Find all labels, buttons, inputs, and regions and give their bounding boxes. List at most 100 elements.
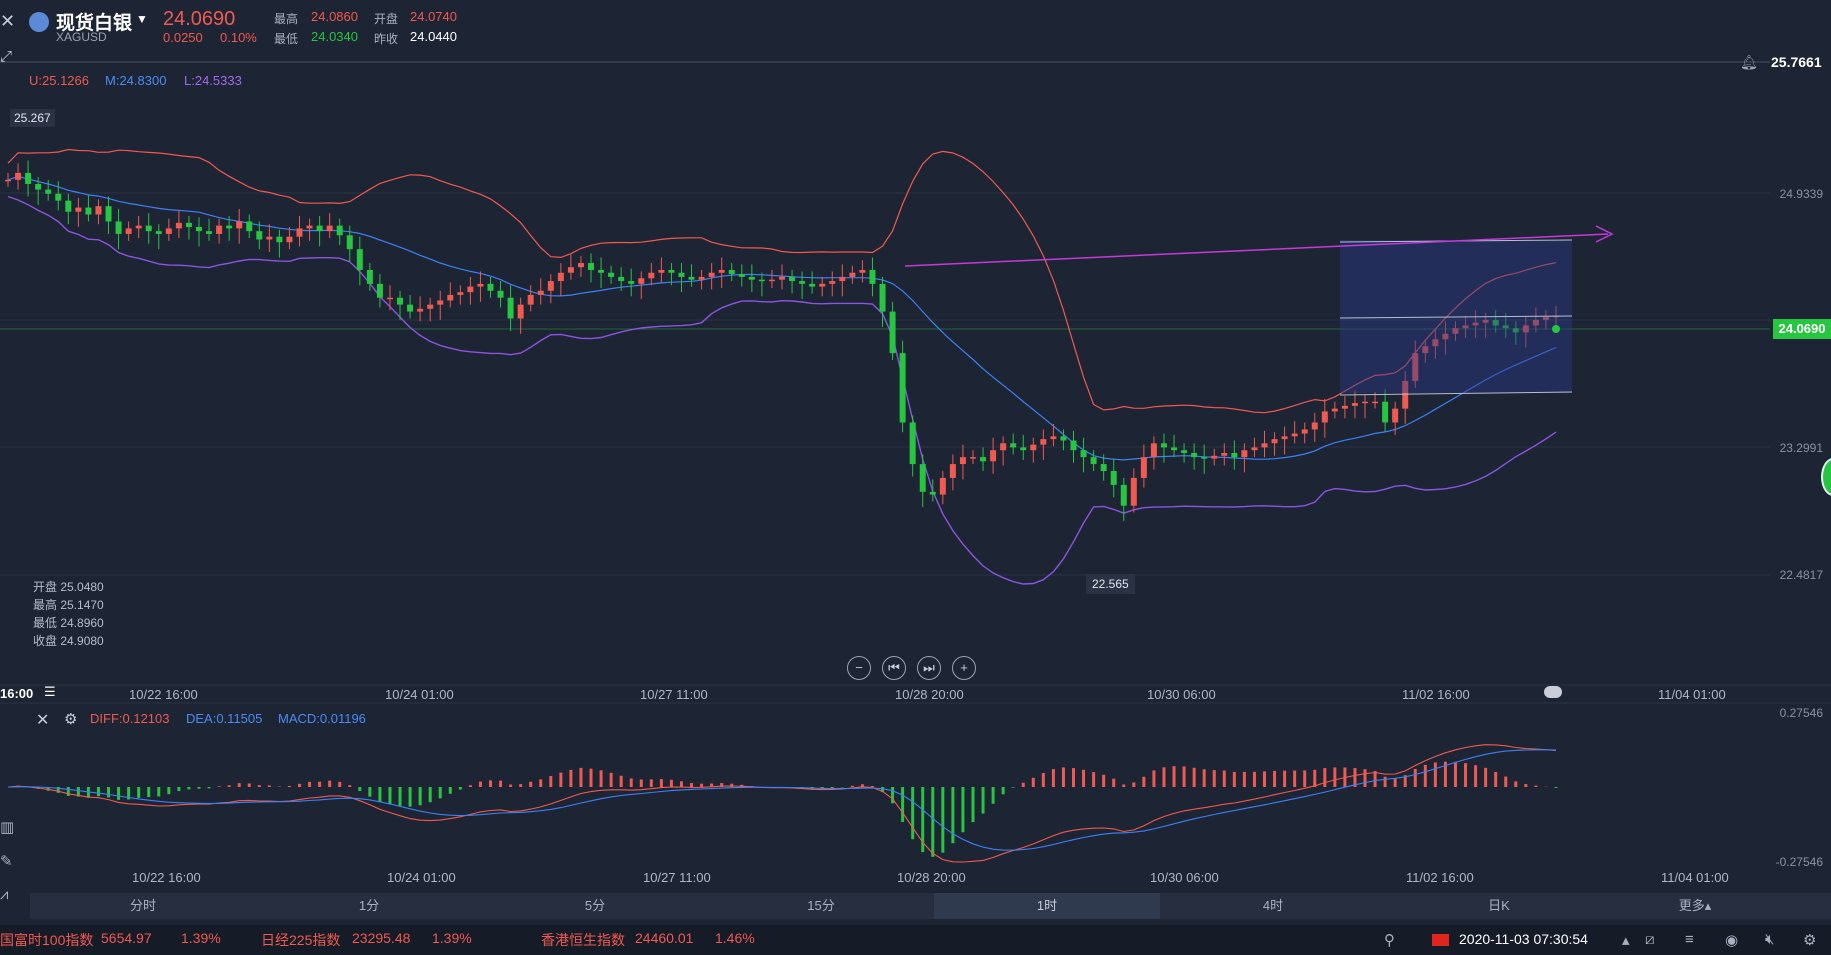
candle-body	[1251, 447, 1258, 451]
channel-line	[1339, 391, 1573, 396]
candle-body	[1080, 450, 1087, 458]
macd-close-icon[interactable]: ✕	[36, 712, 50, 729]
candle-body	[397, 297, 404, 305]
candle-body	[1020, 447, 1027, 451]
candle-body	[708, 272, 715, 277]
ticker-name[interactable]: 日经225指数	[261, 932, 341, 948]
macd-time-label: 10/28 20:00	[897, 870, 966, 885]
candle-body	[1341, 405, 1348, 409]
price-change: 0.0250	[163, 30, 203, 45]
candle-body	[1321, 411, 1328, 423]
candle-body	[427, 304, 434, 309]
scroll-start-button[interactable]: ⏮	[882, 656, 906, 680]
candle-body	[437, 300, 444, 305]
scroll-end-button[interactable]: ⏭	[917, 656, 941, 680]
candle-body	[1040, 439, 1047, 445]
tab-timeframe[interactable]: 15分	[807, 898, 835, 913]
candle-body	[477, 283, 484, 287]
list-icon[interactable]: ≡	[1685, 931, 1694, 948]
candle-body	[789, 276, 796, 282]
candle-body	[1301, 429, 1308, 434]
candle-body	[125, 228, 132, 234]
china-flag-icon	[1432, 934, 1449, 946]
ticker-pct: 1.39%	[432, 930, 472, 946]
candle-body	[276, 236, 283, 243]
candle-body	[246, 221, 253, 232]
zoom-in-button[interactable]: +	[952, 656, 976, 680]
ticker-name[interactable]: 国富时100指数	[0, 932, 94, 948]
tab-timeframe-active[interactable]: 1时	[934, 893, 1160, 919]
candle-body	[728, 269, 735, 275]
low-value: 24.0340	[311, 29, 358, 44]
datetime: 2020-11-03 07:30:54	[1459, 931, 1588, 947]
candle-body	[1090, 457, 1097, 465]
more-button[interactable]: 更多▴	[1678, 898, 1712, 913]
ticker-name[interactable]: 香港恒生指数	[541, 932, 625, 948]
tab-timeframe[interactable]: 分时	[129, 898, 156, 913]
tab-timeframe[interactable]: 1分	[358, 898, 380, 913]
candle-body	[1522, 325, 1529, 333]
candle-body	[768, 279, 775, 282]
ticker-bar	[0, 925, 1831, 955]
timeframe-bar	[30, 893, 1831, 919]
scroll-handle[interactable]	[1544, 686, 1562, 698]
menu-icon[interactable]: ☰	[44, 684, 56, 699]
instrument-title[interactable]: 现货白银	[56, 13, 133, 34]
macd-value: MACD:0.01196	[278, 711, 366, 726]
tab-timeframe[interactable]: 4时	[1262, 898, 1284, 913]
high-label: 最高	[274, 12, 299, 26]
candle-body	[105, 206, 112, 222]
candle-body	[1532, 319, 1539, 326]
prev-close-label: 昨收	[374, 32, 399, 46]
ohlc-high: 最高 25.1470	[33, 598, 104, 612]
candle-body	[1231, 452, 1238, 458]
pencil-icon[interactable]: ✎	[0, 853, 13, 870]
mute-icon[interactable]: 🔇︎	[1765, 931, 1775, 948]
candle-body	[1191, 452, 1198, 458]
zoom-out-button[interactable]: −	[847, 656, 871, 680]
close-icon[interactable]: ✕	[0, 11, 16, 31]
candle-body	[668, 269, 675, 273]
expand-icon[interactable]: ⤢	[0, 48, 13, 65]
candle-body	[497, 290, 504, 298]
line-chart-icon[interactable]: ⩘	[0, 886, 9, 903]
current-price-dot	[1552, 325, 1560, 333]
candle-body	[527, 294, 534, 305]
candle-body	[356, 249, 363, 270]
candle-body	[1060, 436, 1067, 441]
caret-up-icon[interactable]: ▴	[1622, 932, 1630, 949]
macd-dea: DEA:0.11505	[186, 711, 263, 726]
candle-body	[738, 274, 745, 277]
candle-body	[1492, 319, 1499, 326]
candle-body	[1150, 443, 1157, 458]
boll-mid: M:24.8300	[105, 73, 167, 88]
candle-body	[919, 464, 926, 492]
price-change-pct: 0.10%	[220, 30, 257, 45]
camera-icon[interactable]: ◉	[1725, 932, 1739, 949]
tab-timeframe[interactable]: 日K	[1488, 898, 1510, 913]
candle-body	[889, 311, 896, 354]
candle-body	[45, 189, 52, 194]
boll-lower: L:24.5333	[184, 73, 242, 88]
boll-lower-line	[7, 195, 1557, 585]
alert-bell-icon[interactable]: 🔔︎	[1740, 54, 1758, 70]
channel-line	[1339, 315, 1573, 319]
price-level: 23.2991	[1779, 441, 1823, 455]
bar-chart-icon[interactable]: ▥	[0, 819, 15, 836]
candle-body	[467, 286, 474, 293]
screen-icon[interactable]: ⧄	[1645, 931, 1655, 948]
tab-timeframe[interactable]: 5分	[584, 898, 606, 913]
period-low-marker: 22.565	[1086, 574, 1135, 594]
macd-settings-icon[interactable]: ⚙	[64, 711, 78, 728]
settings-icon[interactable]: ⚙	[1803, 932, 1817, 949]
candle-body	[588, 263, 595, 270]
candle-body	[748, 276, 755, 280]
candle-body	[557, 272, 564, 282]
candle-body	[407, 304, 414, 312]
dropdown-caret-icon[interactable]: ▼	[136, 12, 148, 26]
ticker-pct: 1.39%	[181, 930, 221, 946]
candle-body	[1412, 353, 1419, 381]
candle-body	[165, 228, 172, 234]
network-icon[interactable]: ⚲	[1384, 932, 1395, 949]
